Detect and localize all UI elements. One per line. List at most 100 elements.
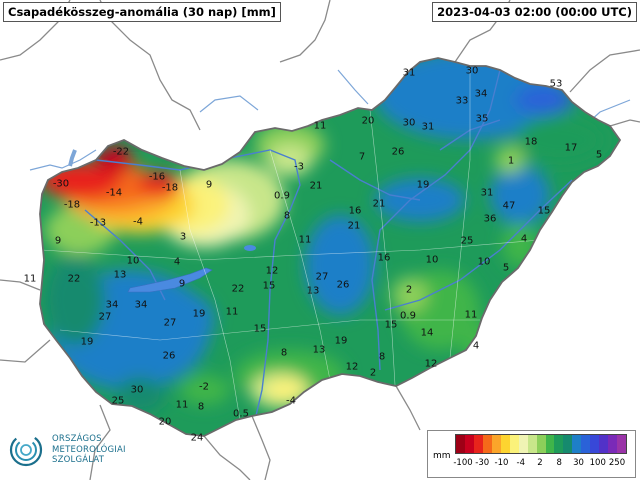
map-value-label: 27: [98, 311, 112, 323]
map-value-label: 0.5: [233, 408, 249, 420]
legend-tick-label: -4: [516, 458, 525, 468]
map-value-label: 10: [477, 256, 491, 268]
map-value-label: -3: [294, 161, 304, 173]
map-value-label: 20: [361, 115, 375, 127]
legend-tick-label: -100: [453, 458, 473, 468]
map-value-label: 26: [336, 279, 350, 291]
legend-swatch: [518, 435, 528, 453]
logo-swirl-icon: [9, 433, 43, 467]
logo-line: SZOLGÁLAT: [52, 455, 105, 465]
legend-swatch: [590, 435, 600, 453]
map-value-label: 12: [345, 361, 359, 373]
hungary-border: [39, 57, 622, 437]
map-value-label: 10: [126, 255, 140, 267]
map-value-label: 9: [178, 278, 186, 290]
map-value-label: 13: [306, 285, 320, 297]
map-value-label: 26: [162, 350, 176, 362]
map-value-label: 1: [507, 155, 515, 167]
legend-swatch: [581, 435, 591, 453]
map-value-label: 8: [378, 351, 386, 363]
map-value-label: -18: [63, 199, 81, 211]
map-value-label: 15: [253, 323, 267, 335]
map-value-label: 8: [280, 347, 288, 359]
map-value-label: 22: [67, 273, 81, 285]
omsz-logo: ORSZÁGOS METEOROLÓGIAI SZOLGÁLAT: [8, 430, 158, 474]
map-value-label: 5: [502, 262, 510, 274]
map-value-label: 21: [309, 180, 323, 192]
map-value-label: 21: [372, 198, 386, 210]
county-borders: [41, 66, 541, 421]
legend-swatch: [464, 435, 474, 453]
legend-tick-label: 100: [589, 458, 606, 468]
map-value-label: 2: [369, 367, 377, 379]
map-value-label: 30: [130, 384, 144, 396]
legend-swatch: [545, 435, 555, 453]
map-value-label: 35: [475, 113, 489, 125]
legend-swatch: [554, 435, 564, 453]
color-legend: mm -100 -30 -10 -4 2 8 30 100 250: [427, 430, 636, 478]
map-value-label: 16: [377, 252, 391, 264]
map-value-label: 0.9: [400, 310, 416, 322]
map-value-label: 11: [313, 120, 327, 132]
map-value-label: 15: [384, 319, 398, 331]
map-value-label: -30: [52, 178, 70, 190]
map-value-label: 47: [502, 200, 516, 212]
map-value-label: -4: [286, 395, 296, 407]
legend-tick-label: -10: [494, 458, 509, 468]
map-value-label: 30: [465, 65, 479, 77]
legend-unit: mm: [433, 451, 451, 461]
map-value-label: 9: [205, 179, 213, 191]
map-value-label: 31: [480, 187, 494, 199]
map-value-label: -14: [105, 187, 123, 199]
map-value-label: 15: [537, 205, 551, 217]
map-value-label: 10: [425, 254, 439, 266]
map-value-label: -4: [133, 216, 143, 228]
map-value-label: -16: [148, 171, 166, 183]
map-value-label: 31: [421, 121, 435, 133]
lake-balaton: [127, 267, 213, 293]
map-value-label: 4: [173, 256, 181, 268]
map-value-label: 33: [455, 95, 469, 107]
map-value-label: 19: [192, 308, 206, 320]
map-value-label: 18: [524, 136, 538, 148]
map-value-label: 13: [113, 269, 127, 281]
map-value-label: -13: [89, 217, 107, 229]
map-value-label: 31: [402, 67, 416, 79]
map-value-label: 19: [80, 336, 94, 348]
map-value-label: 16: [348, 205, 362, 217]
map-value-label: 0.9: [274, 190, 290, 202]
map-value-label: 7: [358, 151, 366, 163]
map-value-label: 4: [472, 340, 480, 352]
map-value-label: 3: [179, 231, 187, 243]
legend-color-bar: [455, 434, 627, 454]
map-title: Csapadékösszeg-anomália (30 nap) [mm]: [3, 2, 281, 22]
logo-line: METEOROLÓGIAI: [52, 444, 126, 455]
legend-swatch: [599, 435, 609, 453]
map-value-label: -2: [199, 381, 209, 393]
map-value-label: 26: [391, 146, 405, 158]
legend-tick-label: 250: [608, 458, 626, 468]
legend-tick-label: 2: [537, 458, 543, 468]
map-value-label: 20: [158, 416, 172, 428]
legend-swatch: [536, 435, 546, 453]
map-value-label: 12: [265, 265, 279, 277]
map-value-label: -18: [161, 182, 179, 194]
map-value-label: 15: [262, 280, 276, 292]
legend-swatch: [563, 435, 573, 453]
map-value-label: 21: [347, 220, 361, 232]
legend-swatch: [482, 435, 492, 453]
map-value-label: 25: [460, 235, 474, 247]
map-value-label: 11: [23, 273, 37, 285]
legend-swatch: [473, 435, 483, 453]
legend-tick-label: 8: [556, 458, 562, 468]
map-value-label: 11: [175, 399, 189, 411]
map-value-label: 22: [231, 283, 245, 295]
legend-swatch: [527, 435, 537, 453]
map-value-label: 4: [520, 233, 528, 245]
map-value-label: 19: [416, 179, 430, 191]
map-value-label: 14: [420, 327, 434, 339]
legend-swatch: [572, 435, 582, 453]
